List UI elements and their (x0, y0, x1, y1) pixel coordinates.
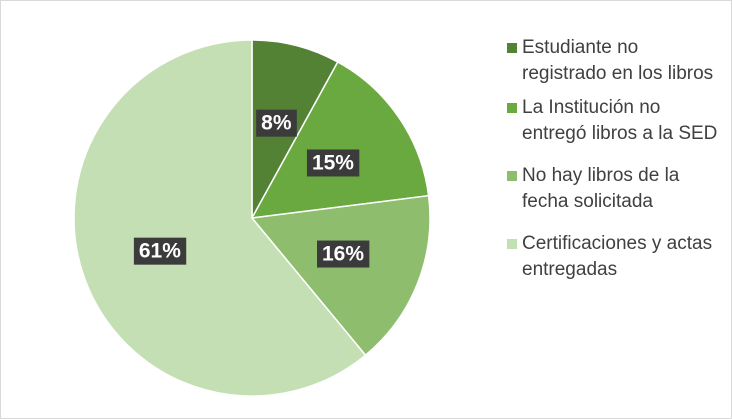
legend-swatch (507, 43, 517, 53)
data-label: 16% (322, 243, 364, 266)
legend-swatch (507, 171, 517, 181)
data-label: 8% (261, 112, 292, 135)
pie-slice (250, 194, 431, 357)
legend-label: Estudiante no registrado en los libros (522, 37, 714, 84)
legend-label: No hay libros de la fecha solicitada (522, 165, 680, 212)
legend-swatch (507, 239, 517, 249)
data-label-box (306, 149, 360, 177)
data-label-box (256, 109, 297, 137)
pie-slice (250, 60, 430, 219)
legend-item: La Institución no entregó libros a la SE… (507, 95, 722, 147)
legend: Estudiante no registrado en los libros La… (507, 35, 722, 283)
legend-item: Certificaciones y actas entregadas (507, 231, 722, 283)
legend-item: No hay libros de la fecha solicitada (507, 163, 722, 215)
legend-swatch (507, 103, 517, 113)
data-label: 61% (139, 240, 181, 263)
data-label-box (317, 240, 370, 268)
legend-label: La Institución no entregó libros a la SE… (522, 97, 718, 144)
data-label: 15% (312, 151, 354, 174)
data-label-box (133, 237, 187, 265)
legend-item: Estudiante no registrado en los libros (507, 35, 722, 87)
legend-label: Certificaciones y actas entregadas (522, 233, 713, 280)
pie-slice (73, 39, 367, 397)
